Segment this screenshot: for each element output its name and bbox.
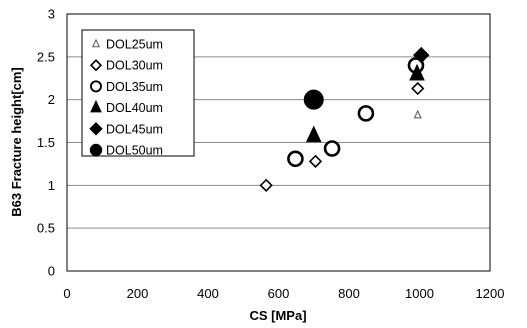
legend-label-dol35um: DOL35um xyxy=(106,80,163,94)
point-dol40um xyxy=(305,125,322,143)
y-axis-title: B63 Fracture height[cm] xyxy=(9,67,24,217)
point-dol45um xyxy=(413,46,430,64)
x-axis-title: CS [MPa] xyxy=(249,308,306,323)
y-tick-label: 3 xyxy=(48,7,55,22)
legend-label-dol45um: DOL45um xyxy=(106,122,163,136)
axis-ticks: 0 0.5 1 1.5 2 2.5 3 0 200 400 600 800 1000 1200 xyxy=(37,7,505,302)
point-dol35um xyxy=(323,140,341,157)
point-dol50um xyxy=(303,89,324,110)
x-tick-label: 0 xyxy=(63,286,70,301)
x-tick-label: 800 xyxy=(338,286,360,301)
y-tick-label: 2 xyxy=(48,92,55,107)
point-dol25um xyxy=(413,109,422,119)
y-tick-label: 1.5 xyxy=(37,135,55,150)
point-dol30um xyxy=(411,81,425,96)
legend-marker-dol50um xyxy=(89,143,103,157)
x-tick-label: 400 xyxy=(197,286,219,301)
legend-marker-dol35um xyxy=(90,80,102,93)
point-dol35um xyxy=(287,150,304,168)
legend-label-dol25um: DOL25um xyxy=(106,38,163,52)
legend-label-dol30um: DOL30um xyxy=(106,59,163,73)
plot-area-frame xyxy=(66,13,491,272)
legend-marker-dol25um xyxy=(91,38,101,48)
x-tick-label: 600 xyxy=(268,286,290,301)
legend: DOL25um DOL30um DOL35um DOL40um DOL45um DOL50… xyxy=(81,29,195,158)
legend-marker-dol30um xyxy=(89,59,103,72)
y-tick-label: 1 xyxy=(48,178,55,193)
legend-label-dol50um: DOL50um xyxy=(106,144,163,158)
x-tick-label: 1000 xyxy=(405,286,434,301)
y-tick-label: 0.5 xyxy=(37,221,55,236)
point-dol35um xyxy=(357,105,375,122)
data-series xyxy=(259,46,430,192)
legend-marker-dol40um xyxy=(90,99,102,113)
legend-label-dol40um: DOL40um xyxy=(106,101,163,115)
x-tick-label: 200 xyxy=(127,286,149,301)
legend-marker-dol45um xyxy=(89,122,103,136)
y-tick-label: 2.5 xyxy=(37,49,55,64)
point-dol30um xyxy=(308,154,323,168)
point-dol30um xyxy=(259,178,273,192)
legend-box xyxy=(81,29,195,157)
point-dol40um xyxy=(409,63,425,81)
x-tick-label: 1200 xyxy=(476,286,505,301)
y-tick-label: 0 xyxy=(48,264,55,279)
